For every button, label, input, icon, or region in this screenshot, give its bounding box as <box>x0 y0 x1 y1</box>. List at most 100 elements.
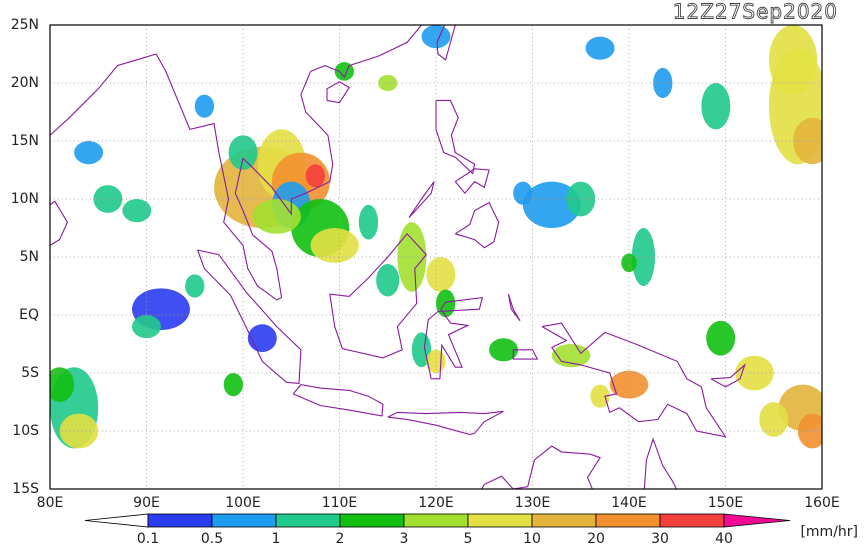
lon-label: 90E <box>133 495 160 511</box>
rain-patch <box>513 181 533 205</box>
coastline <box>50 25 423 301</box>
colorbar-box <box>531 513 597 528</box>
coastline <box>436 25 456 61</box>
rain-patch <box>631 228 656 286</box>
coastline <box>423 296 484 380</box>
title: 12Z27Sep2020 <box>673 0 838 24</box>
rain-patch <box>522 181 581 228</box>
lon-label: 100E <box>225 495 261 511</box>
colorbar-box <box>467 513 533 528</box>
rain-patch <box>768 25 818 95</box>
colorbar-label: 1 <box>272 531 281 544</box>
rain-patch <box>247 324 277 353</box>
rain-patch <box>609 370 649 399</box>
rain-patch <box>797 413 822 449</box>
coastline <box>643 437 678 489</box>
lat-label: 15S <box>12 481 39 497</box>
colorbar-label: 10 <box>523 531 541 544</box>
colorbar-box <box>659 513 725 528</box>
coastline <box>435 99 476 175</box>
colorbar-label: 0.5 <box>201 531 223 544</box>
rain-patch <box>185 274 205 298</box>
rain-patch <box>585 36 615 60</box>
colorbar-label: 0.1 <box>137 531 159 544</box>
lon-label: 160E <box>804 495 840 511</box>
lat-label: 15N <box>11 133 39 149</box>
rain-patch <box>793 117 822 165</box>
coastline <box>507 293 521 322</box>
rain-patch <box>310 228 359 263</box>
rain-patch <box>397 222 427 292</box>
rain-patch <box>122 199 152 223</box>
coastline <box>408 181 435 218</box>
lat-label: 5N <box>20 249 39 265</box>
rain-patch <box>252 199 301 234</box>
coastline <box>480 445 601 489</box>
colorbar-label: 3 <box>400 531 409 544</box>
coastlines <box>50 25 746 489</box>
lon-label: 110E <box>322 495 358 511</box>
map-frame <box>49 24 823 490</box>
coastline <box>326 81 350 104</box>
coastline <box>541 322 727 438</box>
rain-patch <box>421 25 451 49</box>
lon-label: 130E <box>515 495 551 511</box>
colorbar-box <box>403 513 469 528</box>
colorbar-label: 20 <box>587 531 605 544</box>
colorbar: 0.1 0.5 1 2 3 5 10 20 30 40 [mm/hr] <box>84 513 858 544</box>
rain-patch <box>223 373 244 397</box>
lon-label: 140E <box>611 495 647 511</box>
lat-label: 5S <box>21 365 39 381</box>
colorbar-label: 2 <box>336 531 345 544</box>
coastline <box>387 410 504 436</box>
lat-label: 20N <box>11 75 39 91</box>
lat-label: 10N <box>11 191 39 207</box>
coastline <box>454 168 490 195</box>
rain-patch <box>376 263 400 297</box>
rain-patch <box>759 402 789 437</box>
grid <box>50 25 822 489</box>
rain-patch <box>378 74 398 92</box>
rain-patch <box>436 289 456 318</box>
precipitation <box>50 25 822 449</box>
rain-patch <box>706 320 736 356</box>
colorbar-box <box>211 513 277 528</box>
coastline <box>512 349 539 360</box>
rain-patch <box>701 83 731 130</box>
coastline <box>197 249 302 384</box>
colorbar-box <box>595 513 661 528</box>
colorbar-label: 40 <box>715 531 733 544</box>
colorbar-box <box>339 513 405 528</box>
rain-patch <box>621 253 637 273</box>
rain-patch <box>489 338 519 362</box>
coastline <box>710 363 746 388</box>
coastline <box>50 200 69 246</box>
rain-patch <box>194 94 215 118</box>
colorbar-box <box>275 513 341 528</box>
rain-patch <box>426 257 456 292</box>
lon-label: 150E <box>708 495 744 511</box>
coastline <box>329 232 428 359</box>
lat-label: EQ <box>19 307 39 323</box>
colorbar-box <box>147 513 213 528</box>
rain-patch <box>305 164 326 188</box>
colorbar-unit: [mm/hr] <box>800 524 858 540</box>
coastline <box>455 201 500 249</box>
colorbar-high-end <box>723 513 791 528</box>
rain-patch <box>228 135 258 171</box>
rain-patch <box>50 367 75 402</box>
colorbar-low-end <box>84 513 149 528</box>
rain-patch <box>93 185 123 213</box>
colorbar-label: 5 <box>464 531 473 544</box>
lon-label: 120E <box>418 495 454 511</box>
rain-patch <box>358 204 379 240</box>
rain-patch <box>566 181 596 217</box>
rain-patch <box>132 315 161 339</box>
coastline <box>292 384 384 417</box>
rain-patch <box>590 384 610 408</box>
rain-patch <box>74 141 104 165</box>
lat-label: 25N <box>11 17 39 33</box>
colorbar-label: 30 <box>651 531 669 544</box>
